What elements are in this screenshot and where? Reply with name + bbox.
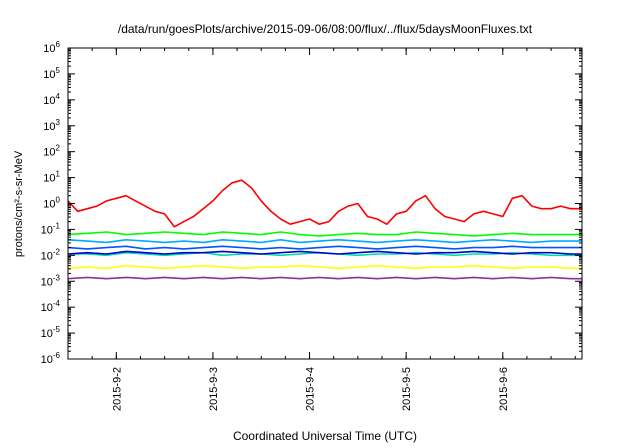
- series-line-7: [67, 264, 582, 270]
- y-tick-label: 10-3: [41, 273, 61, 288]
- series-line-3: [67, 239, 582, 244]
- y-tick-label: 10-1: [41, 221, 61, 236]
- x-axis-label: Coordinated Universal Time (UTC): [233, 429, 417, 443]
- y-tick-label: 10-4: [41, 299, 61, 314]
- y-tick-label: 10-6: [41, 351, 61, 366]
- x-tick-label: 2015-9-2: [111, 367, 123, 411]
- x-tick-label: 2015-9-4: [305, 367, 317, 411]
- x-tick-label: 2015-9-6: [498, 367, 510, 411]
- y-tick-label: 106: [43, 40, 60, 55]
- x-tick-label: 2015-9-5: [401, 367, 413, 411]
- chart-title: /data/run/goesPlots/archive/2015-09-06/0…: [118, 22, 533, 36]
- series-line-1: [67, 179, 582, 228]
- y-tick-label: 103: [43, 118, 60, 133]
- series-line-8: [67, 276, 582, 280]
- y-tick-label: 104: [43, 92, 60, 107]
- y-tick-label: 10-5: [41, 325, 61, 340]
- series-line-4: [67, 245, 582, 250]
- y-tick-label: 105: [43, 66, 60, 81]
- plot-area: [67, 179, 582, 280]
- y-axis-label: protons/cm²-s-sr-MeV: [13, 150, 25, 257]
- plot-frame: [67, 47, 583, 360]
- axes: 10-6 10-5 10-4 10-3 10-2 10-1 100 101 102 103 104 1…: [41, 40, 582, 411]
- series-line-6: [67, 250, 582, 255]
- y-tick-label: 10-2: [41, 247, 61, 262]
- y-tick-label: 100: [43, 196, 60, 211]
- y-tick-label: 102: [43, 144, 60, 159]
- y-tick-label: 101: [43, 170, 60, 185]
- series-line-2: [67, 231, 582, 237]
- x-tick-label: 2015-9-3: [208, 367, 220, 411]
